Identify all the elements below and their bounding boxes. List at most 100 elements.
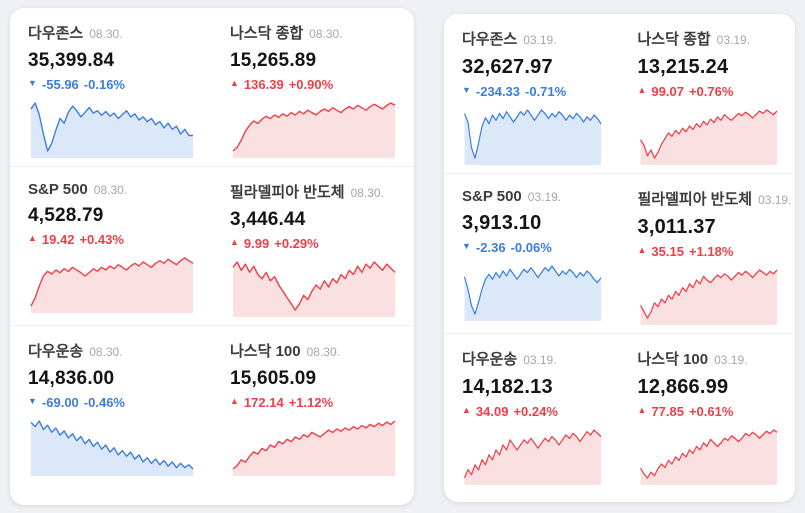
change-amount: 77.85 [651,404,684,419]
index-date: 08.30. [93,183,128,197]
index-tile-sp500[interactable]: S&P 500 03.19. 3,913.10 ▼ -2.36 -0.06% [444,174,620,333]
index-date: 08.30. [89,345,123,359]
change-percent: -0.46% [83,395,125,410]
index-change: ▼ -55.96 -0.16% [28,77,196,92]
index-change: ▲ 172.14 +1.12% [230,395,398,410]
index-value: 3,446.44 [230,209,306,230]
up-arrow-icon: ▲ [230,237,239,247]
market-indices-card-right: 다우존스 03.19. 32,627.97 ▼ -234.33 -0.71% 나… [444,14,795,502]
index-tile-sp500[interactable]: S&P 500 08.30. 4,528.79 ▲ 19.42 +0.43% [10,167,212,325]
index-row: 다우운송 08.30. 14,836.00 ▼ -69.00 -0.46% 나스… [10,326,414,484]
index-value: 4,528.79 [28,205,104,226]
index-name: 다우운송 [28,343,84,360]
change-amount: -2.36 [475,240,506,255]
index-tile-nasdaq-composite[interactable]: 나스닥 종합 08.30. 15,265.89 ▲ 136.39 +0.90% [212,8,414,166]
index-tile-nasdaq-100[interactable]: 나스닥 100 03.19. 12,866.99 ▲ 77.85 +0.61% [620,334,796,493]
index-value: 15,605.09 [230,368,317,389]
change-amount: 34.09 [475,404,509,419]
sparkline-chart [232,261,396,317]
change-percent: +1.12% [288,395,334,410]
index-tile-philadelphia-semiconductor[interactable]: 필라델피아 반도체 03.19. 3,011.37 ▲ 35.15 +1.18% [620,174,796,333]
index-value: 14,182.13 [462,376,553,398]
down-arrow-icon: ▼ [28,396,37,406]
change-amount: 99.07 [651,84,684,99]
up-arrow-icon: ▲ [462,405,471,415]
change-amount: -69.00 [41,395,79,410]
index-change: ▼ -234.33 -0.71% [462,84,604,99]
change-percent: +1.18% [688,244,734,259]
index-name: 다우존스 [462,31,518,48]
index-name: S&P 500 [28,181,88,198]
change-percent: +0.29% [274,236,319,251]
index-change: ▲ 35.15 +1.18% [638,244,780,259]
up-arrow-icon: ▲ [230,78,239,88]
change-percent: +0.61% [688,404,734,419]
change-percent: +0.24% [513,404,558,419]
change-percent: -0.06% [510,240,552,255]
up-arrow-icon: ▲ [28,233,37,243]
sparkline-chart [463,109,602,165]
index-value: 13,215.24 [637,56,729,78]
change-percent: +0.76% [688,84,734,99]
index-row: 다우존스 08.30. 35,399.84 ▼ -55.96 -0.16% 나스… [10,8,414,167]
sparkline-chart [639,429,777,485]
index-name: 나스닥 100 [637,351,709,368]
sparkline-chart [232,420,396,476]
index-date: 08.30. [309,27,343,41]
index-date: 08.30. [350,186,384,200]
sparkline-chart [639,109,777,165]
index-date: 03.19. [523,33,557,47]
index-value: 3,913.10 [462,212,542,234]
change-amount: 172.14 [243,395,284,410]
sparkline-chart [639,269,777,325]
index-tile-nasdaq-100[interactable]: 나스닥 100 08.30. 15,605.09 ▲ 172.14 +1.12% [212,326,414,484]
index-tile-philadelphia-semiconductor[interactable]: 필라델피아 반도체 08.30. 3,446.44 ▲ 9.99 +0.29% [212,167,414,325]
index-name: 다우운송 [462,351,518,368]
index-date: 03.19. [716,33,751,47]
change-percent: +0.43% [79,232,124,247]
index-change: ▲ 136.39 +0.90% [230,77,398,92]
change-percent: -0.16% [83,77,125,92]
index-name: 필라델피아 반도체 [637,191,753,208]
up-arrow-icon: ▲ [637,245,647,255]
change-amount: -55.96 [41,77,79,92]
change-percent: -0.71% [525,84,567,99]
change-percent: +0.90% [288,77,334,92]
index-tile-dow-jones[interactable]: 다우존스 08.30. 35,399.84 ▼ -55.96 -0.16% [10,8,212,166]
index-name: 나스닥 100 [230,343,301,360]
index-name: S&P 500 [462,188,522,205]
change-amount: 35.15 [651,244,684,259]
up-arrow-icon: ▲ [637,405,647,415]
change-amount: 19.42 [41,232,75,247]
index-name: 다우존스 [28,25,84,42]
index-change: ▼ -69.00 -0.46% [28,395,196,410]
up-arrow-icon: ▲ [637,85,647,95]
index-tile-dow-transport[interactable]: 다우운송 03.19. 14,182.13 ▲ 34.09 +0.24% [444,334,620,493]
up-arrow-icon: ▲ [230,396,239,406]
index-value: 12,866.99 [637,376,729,398]
index-value: 15,265.89 [230,50,317,71]
change-amount: 9.99 [243,236,270,251]
index-change: ▲ 34.09 +0.24% [462,404,604,419]
index-name: 필라델피아 반도체 [230,184,345,201]
index-value: 3,011.37 [637,216,716,238]
index-date: 03.19. [714,353,748,367]
index-value: 14,836.00 [28,368,115,389]
index-row: S&P 500 08.30. 4,528.79 ▲ 19.42 +0.43% 필… [10,167,414,326]
down-arrow-icon: ▼ [28,78,37,88]
index-value: 32,627.97 [462,56,553,78]
index-tile-dow-transport[interactable]: 다우운송 08.30. 14,836.00 ▼ -69.00 -0.46% [10,326,212,484]
index-date: 08.30. [306,345,340,359]
index-name: 나스닥 종합 [637,31,711,48]
index-date: 08.30. [89,27,123,41]
index-row: 다우존스 03.19. 32,627.97 ▼ -234.33 -0.71% 나… [444,14,795,174]
sparkline-chart [30,257,194,313]
index-tile-dow-jones[interactable]: 다우존스 03.19. 32,627.97 ▼ -234.33 -0.71% [444,14,620,173]
index-tile-nasdaq-composite[interactable]: 나스닥 종합 03.19. 13,215.24 ▲ 99.07 +0.76% [620,14,796,173]
index-change: ▲ 19.42 +0.43% [28,232,196,247]
sparkline-chart [463,429,602,485]
down-arrow-icon: ▼ [462,241,471,251]
index-date: 03.19. [527,190,562,204]
index-value: 35,399.84 [28,50,115,71]
change-amount: 136.39 [243,77,284,92]
